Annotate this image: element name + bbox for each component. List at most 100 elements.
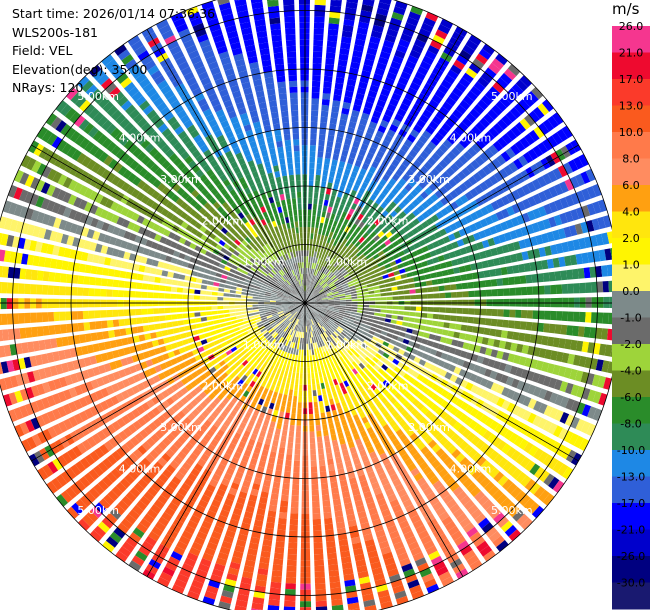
velocity-gate [240, 308, 247, 311]
velocity-gate [398, 419, 407, 428]
velocity-gate [460, 495, 471, 506]
velocity-gate [256, 370, 262, 378]
velocity-gate [135, 550, 148, 562]
velocity-gate [324, 517, 333, 525]
velocity-gate [367, 353, 375, 360]
velocity-gate [316, 258, 321, 265]
velocity-gate [319, 406, 325, 414]
velocity-gate [282, 318, 288, 323]
velocity-gate [253, 446, 261, 455]
velocity-gate [330, 275, 336, 280]
velocity-gate [263, 321, 269, 326]
velocity-gate [259, 312, 266, 316]
velocity-gate [374, 246, 382, 253]
velocity-gate [349, 151, 357, 160]
velocity-gate [468, 343, 476, 352]
velocity-gate [309, 413, 314, 420]
velocity-gate [390, 319, 397, 324]
velocity-gate [473, 317, 480, 325]
velocity-gate [483, 228, 492, 237]
velocity-gate [342, 101, 351, 110]
velocity-gate [38, 368, 47, 380]
velocity-gate [326, 40, 337, 48]
velocity-gate [512, 509, 525, 522]
velocity-gate [231, 336, 238, 342]
velocity-gate [252, 368, 259, 375]
velocity-gate [314, 571, 325, 578]
velocity-gate [561, 283, 569, 294]
velocity-gate [284, 465, 292, 472]
velocity-gate [210, 424, 219, 433]
velocity-gate [481, 260, 489, 269]
velocity-gate [30, 298, 36, 309]
velocity-gate [448, 364, 456, 373]
velocity-gate [379, 242, 387, 250]
velocity-gate [237, 533, 248, 542]
velocity-gate [300, 308, 303, 314]
velocity-gate [315, 221, 320, 229]
velocity-gate [88, 310, 95, 319]
velocity-gate [380, 269, 388, 275]
velocity-gate [411, 199, 420, 207]
velocity-gate [66, 506, 79, 519]
velocity-gate [326, 263, 332, 269]
velocity-gate [306, 338, 308, 344]
velocity-gate [402, 225, 411, 233]
velocity-gate [328, 17, 340, 25]
velocity-gate [263, 347, 270, 354]
velocity-gate [174, 492, 185, 502]
velocity-gate [73, 334, 81, 345]
velocity-gate [413, 276, 420, 282]
velocity-gate [532, 208, 542, 219]
velocity-gate [412, 551, 425, 562]
velocity-gate [332, 100, 341, 108]
velocity-gate [480, 308, 487, 316]
velocity-gate [547, 422, 558, 435]
velocity-gate [347, 280, 354, 285]
velocity-gate [278, 329, 284, 336]
velocity-gate [464, 214, 474, 224]
velocity-gate [361, 269, 369, 275]
velocity-gate [121, 390, 130, 400]
velocity-gate [534, 466, 545, 479]
velocity-gate [348, 283, 355, 287]
velocity-gate [440, 389, 450, 398]
velocity-gate [307, 320, 310, 327]
velocity-gate [367, 287, 374, 291]
velocity-gate [550, 151, 561, 164]
velocity-gate [308, 197, 313, 204]
velocity-gate [199, 295, 206, 300]
velocity-gate [209, 366, 217, 374]
velocity-gate [366, 379, 373, 386]
velocity-gate [8, 409, 18, 423]
velocity-gate [354, 499, 364, 508]
velocity-gate [240, 435, 249, 444]
velocity-gate [208, 504, 219, 514]
velocity-gate [228, 442, 237, 451]
velocity-gate [497, 119, 508, 131]
velocity-gate [352, 104, 362, 112]
velocity-gate [543, 473, 555, 486]
velocity-gate [345, 256, 352, 263]
velocity-gate [325, 289, 332, 293]
velocity-gate [106, 424, 117, 435]
velocity-gate [565, 382, 574, 395]
velocity-gate [337, 256, 343, 263]
velocity-gate [273, 333, 279, 339]
velocity-gate [338, 53, 349, 61]
velocity-gate [195, 504, 206, 514]
velocity-gate [492, 123, 504, 134]
velocity-gate [570, 139, 582, 153]
velocity-gate [290, 377, 295, 385]
velocity-gate [295, 437, 301, 444]
velocity-gate [77, 287, 84, 296]
velocity-gate [379, 503, 389, 512]
velocity-gate [430, 327, 438, 334]
velocity-gate [283, 326, 289, 332]
velocity-gate [368, 146, 377, 155]
velocity-gate [490, 349, 499, 358]
velocity-gate [391, 173, 400, 182]
velocity-gate [577, 268, 585, 279]
velocity-gate [261, 406, 268, 413]
velocity-gate [462, 72, 474, 84]
